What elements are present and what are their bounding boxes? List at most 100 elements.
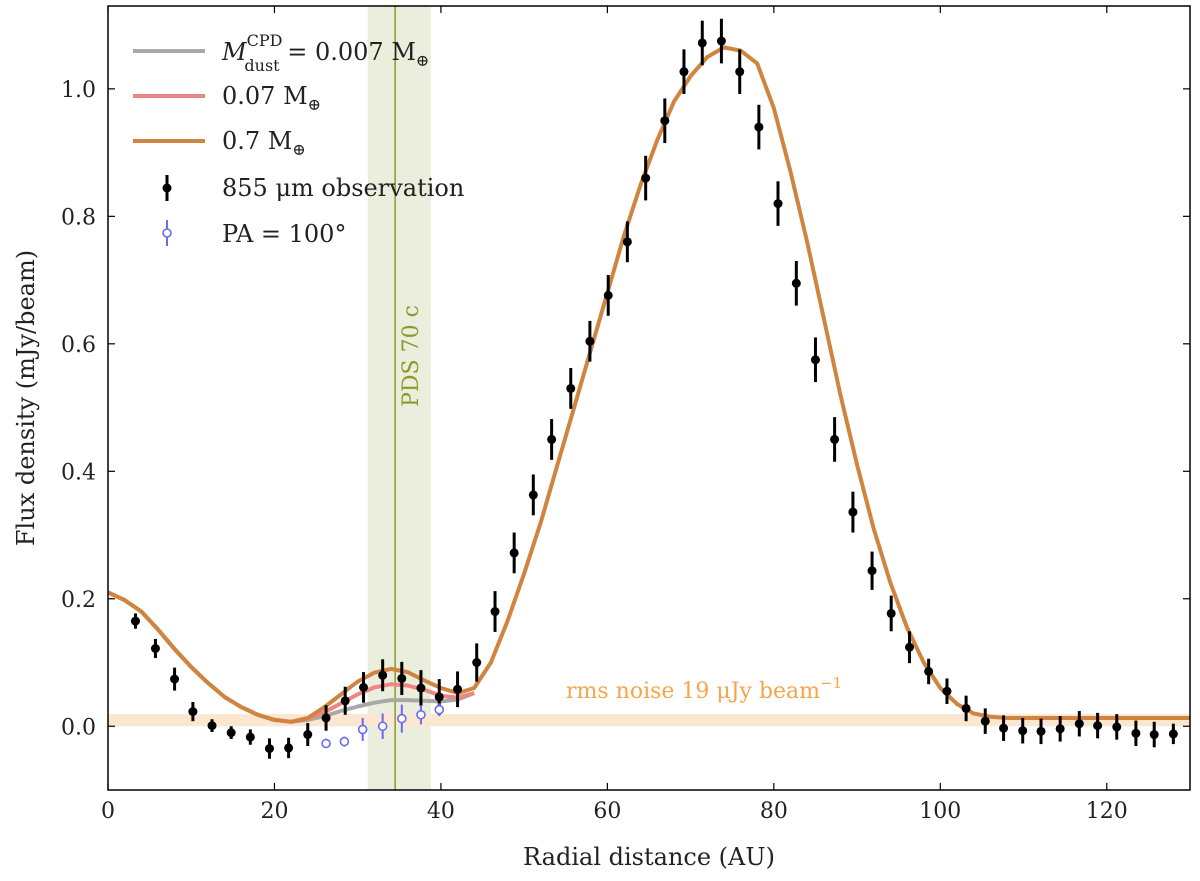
obs-point-47 [1018, 726, 1028, 736]
obs-point-39 [867, 566, 877, 576]
x-tick-label-3: 60 [593, 799, 621, 824]
pa-point-6 [434, 704, 445, 715]
legend-label-007-main: 0.07 M [222, 82, 308, 110]
obs-point-2 [170, 674, 180, 684]
obs-point-55 [1168, 729, 1178, 739]
obs-point-36 [810, 355, 820, 365]
y-tick-label-4: 0.8 [61, 205, 96, 230]
legend-label-pa: PA = 100° [222, 220, 346, 248]
obs-point-43 [942, 686, 952, 696]
legend-label-0007: MCPD dust = 0.007 M⊕ [221, 31, 429, 75]
obs-point-22 [547, 434, 557, 444]
y-tick-label-1: 0.2 [61, 588, 96, 613]
obs-point-13 [378, 670, 388, 680]
obs-point-26 [622, 237, 632, 247]
obs-point-15 [416, 683, 426, 693]
x-tick-label-1: 20 [260, 799, 288, 824]
planet-label: PDS 70 c [399, 305, 424, 407]
obs-point-8 [284, 743, 294, 753]
obs-point-4 [207, 721, 217, 731]
pa-point-0 [321, 738, 331, 749]
obs-point-12 [359, 682, 369, 692]
obs-point-28 [660, 116, 670, 126]
plot-frame [107, 5, 1191, 791]
obs-point-33 [754, 122, 764, 132]
obs-point-51 [1093, 721, 1103, 731]
x-tick-label-4: 80 [760, 799, 788, 824]
obs-point-5 [226, 728, 236, 738]
y-tick-label-0: 0.0 [61, 715, 96, 740]
obs-point-0 [130, 616, 140, 626]
legend-marker-obs [162, 183, 172, 193]
obs-point-16 [434, 692, 444, 702]
obs-point-30 [697, 38, 707, 48]
obs-point-38 [848, 507, 858, 517]
noise-label-exponent: −1 [820, 674, 842, 692]
legend-label-007-suffix: ⊕ [308, 95, 321, 114]
legend-label-0007-sub: dust [244, 56, 280, 75]
obs-point-54 [1149, 730, 1159, 740]
legend-label-007: 0.07 M⊕ [222, 82, 321, 114]
obs-point-29 [679, 67, 689, 77]
y-tick-label-3: 0.6 [61, 333, 96, 358]
pa-point-1 [339, 736, 350, 747]
legend-label-0007-suffix: ⊕ [416, 51, 429, 70]
obs-point-3 [188, 707, 198, 717]
x-axis-label: Radial distance (AU) [523, 843, 775, 871]
legend: MCPD dust = 0.007 M⊕ 0.07 M⊕ 0.7 M⊕ 855 μ… [133, 31, 464, 248]
obs-point-34 [773, 199, 783, 209]
obs-point-40 [886, 608, 896, 618]
legend-label-07-main: 0.7 M [222, 127, 292, 155]
obs-point-32 [735, 67, 745, 77]
obs-point-41 [905, 642, 915, 652]
obs-point-44 [961, 703, 971, 713]
obs-point-27 [641, 173, 651, 183]
planet-band [367, 6, 431, 790]
noise-label-text: rms noise 19 μJy beam [566, 679, 820, 704]
obs-point-48 [1036, 726, 1046, 736]
legend-label-0007-main: M [221, 38, 248, 66]
y-tick-label-2: 0.4 [61, 460, 96, 485]
obs-point-19 [490, 607, 500, 617]
obs-point-45 [980, 716, 990, 726]
pa-point-2 [357, 724, 368, 735]
obs-point-17 [453, 684, 463, 694]
pa-point-5 [416, 709, 426, 720]
legend-label-0007-sup: CPD [247, 31, 283, 50]
obs-point-24 [585, 336, 595, 346]
obs-point-31 [716, 36, 726, 46]
obs-point-35 [791, 278, 801, 288]
x-tick-label-2: 40 [427, 799, 455, 824]
obs-point-10 [321, 713, 331, 723]
obs-point-42 [924, 666, 934, 676]
plot-background [108, 6, 1190, 790]
obs-point-11 [340, 696, 350, 706]
x-tick-label-0: 0 [101, 799, 115, 824]
y-axis-label: Flux density (mJy/beam) [12, 250, 40, 546]
noise-label: rms noise 19 μJy beam−1 [566, 674, 842, 704]
obs-point-49 [1055, 724, 1065, 734]
legend-label-obs: 855 μm observation [222, 174, 464, 202]
obs-point-1 [150, 643, 160, 653]
obs-point-18 [472, 658, 482, 668]
noise-band [108, 714, 1190, 727]
obs-point-50 [1074, 719, 1084, 729]
legend-label-07-suffix: ⊕ [292, 140, 305, 159]
model-curve-2 [108, 45, 1190, 724]
obs-point-46 [999, 723, 1009, 733]
obs-point-20 [509, 548, 519, 558]
obs-point-23 [566, 383, 576, 393]
obs-point-14 [397, 673, 407, 683]
obs-point-7 [264, 744, 274, 754]
obs-point-9 [303, 730, 313, 740]
pa-point-4 [397, 713, 407, 724]
legend-label-0007-rest: = 0.007 M [280, 38, 416, 66]
obs-point-6 [245, 732, 255, 742]
obs-point-52 [1112, 722, 1122, 732]
obs-point-53 [1131, 728, 1141, 738]
y-tick-label-5: 1.0 [61, 78, 96, 103]
obs-point-25 [603, 290, 613, 300]
legend-marker-pa [162, 228, 172, 238]
obs-point-37 [830, 434, 840, 444]
